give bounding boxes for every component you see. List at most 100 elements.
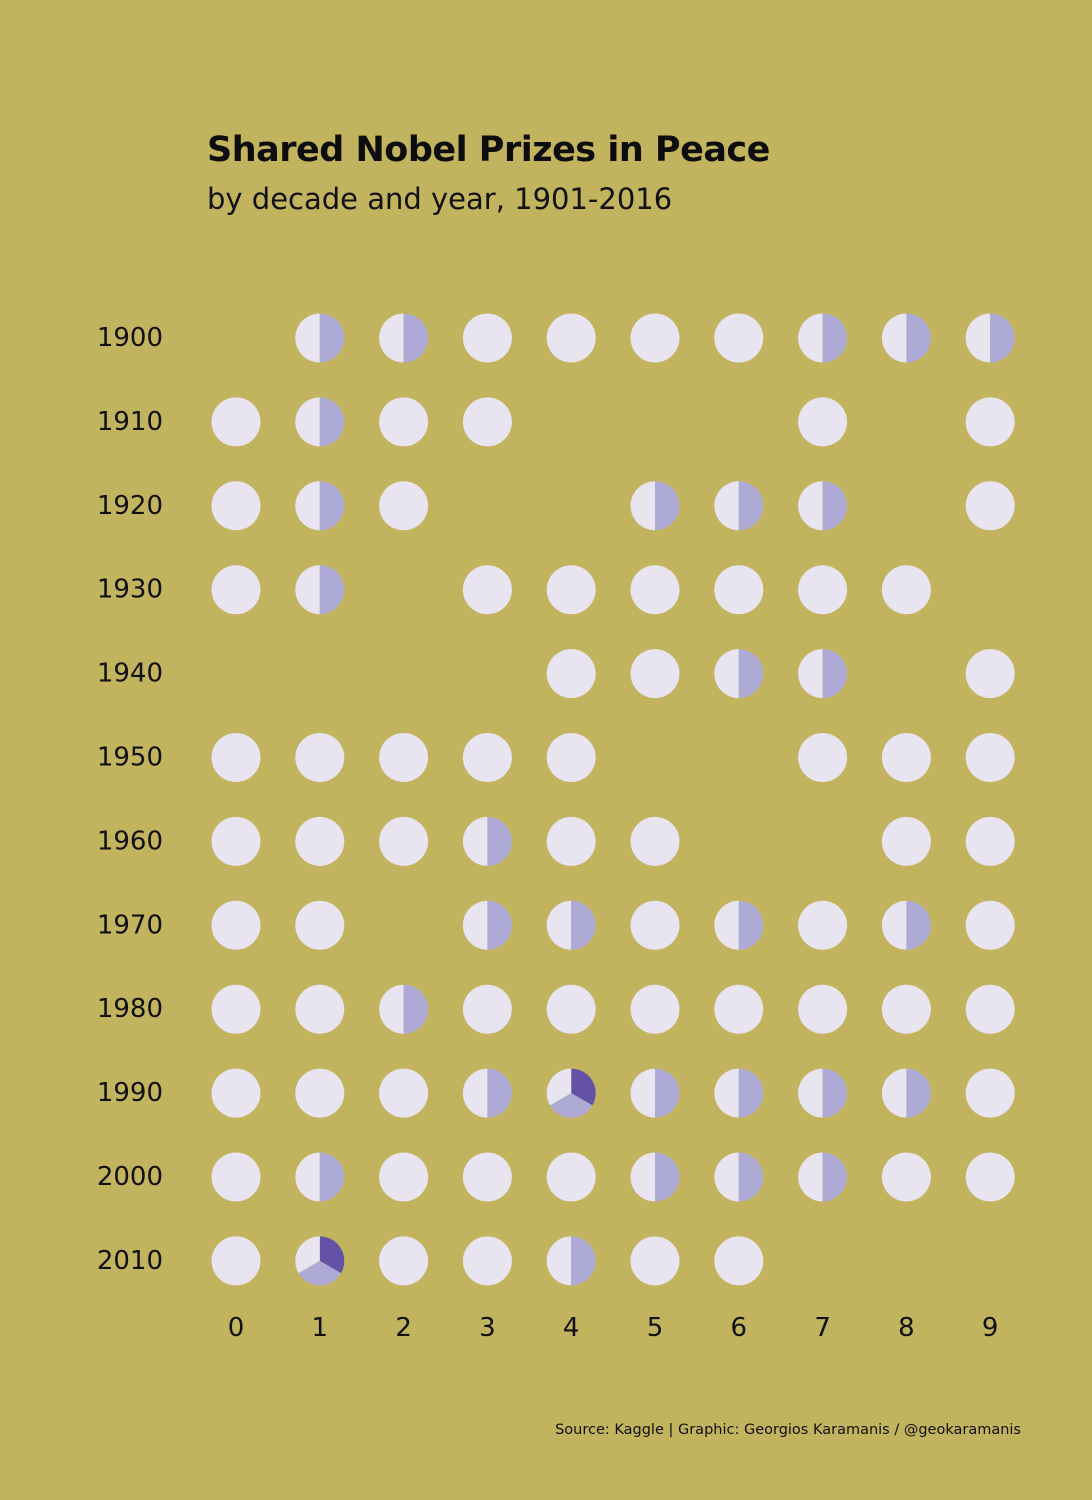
pie-slice [630, 900, 680, 950]
pie-slice [738, 900, 764, 950]
pie-slice [965, 1152, 1015, 1202]
decade-label: 1970 [97, 910, 163, 940]
pie-slice [379, 313, 404, 363]
decade-label: 1990 [97, 1078, 163, 1108]
pie-slice [319, 397, 345, 447]
prize-pie [211, 1236, 261, 1286]
prize-pie [965, 649, 1015, 699]
pie-slice [798, 565, 848, 615]
pie-slice [738, 481, 764, 531]
pie-slice [881, 816, 931, 866]
prize-pie [881, 900, 931, 950]
pie-slice [298, 1260, 342, 1286]
prize-pie [965, 900, 1015, 950]
prize-pie [965, 1068, 1015, 1118]
pie-slice [295, 984, 345, 1034]
pie-slice [630, 649, 680, 699]
pie-slice [655, 1068, 680, 1118]
prize-pie [714, 900, 764, 950]
pie-slice [295, 900, 345, 950]
prize-pie [379, 816, 429, 866]
prize-pie [714, 984, 764, 1034]
pie-slice [965, 397, 1015, 447]
prize-pie [630, 1068, 680, 1118]
pie-slice [798, 733, 848, 782]
prize-pie [211, 984, 261, 1034]
year-label: 6 [731, 1313, 748, 1343]
prize-pie [630, 1236, 680, 1286]
prize-pie [462, 1152, 512, 1202]
prize-pie [798, 565, 848, 615]
pie-slice [211, 397, 261, 447]
prize-pie [379, 1152, 429, 1202]
pie-slice [965, 816, 1015, 866]
pie-slice [714, 984, 764, 1034]
chart-title: Shared Nobel Prizes in Peace [207, 130, 770, 170]
pie-slice [546, 649, 596, 699]
decade-label: 1960 [97, 826, 163, 856]
prize-pie [379, 733, 429, 782]
prize-pie [965, 984, 1015, 1034]
prize-pie [379, 313, 429, 363]
source-caption: Source: Kaggle | Graphic: Georgios Karam… [555, 1422, 1021, 1438]
prize-pie [798, 649, 848, 699]
pie-slice [546, 1152, 596, 1202]
prize-pie [211, 1152, 261, 1202]
pie-slice [379, 1068, 429, 1118]
pie-slice [379, 1152, 429, 1202]
pie-slice [319, 565, 345, 615]
prize-pie [881, 816, 931, 866]
decade-label: 2010 [97, 1246, 163, 1276]
prize-pie [630, 984, 680, 1034]
prize-pie [379, 984, 429, 1034]
prize-pie [714, 1236, 764, 1286]
prize-pie [295, 1152, 345, 1202]
prize-pie [546, 1152, 596, 1202]
prize-pie [546, 984, 596, 1034]
pie-slice [462, 313, 512, 363]
prize-pie [211, 397, 261, 447]
pie-slice [798, 397, 848, 447]
prize-pie [965, 1152, 1015, 1202]
pie-slice [462, 1152, 512, 1202]
prize-pie [211, 1068, 261, 1118]
pie-slice [965, 984, 1015, 1034]
prize-pie [211, 816, 261, 866]
prize-pie [630, 313, 680, 363]
pie-slice [379, 481, 429, 531]
prize-pie [295, 397, 345, 447]
pie-slice [738, 649, 764, 699]
prize-pie [881, 565, 931, 615]
pie-slice [211, 733, 261, 782]
pie-slice [546, 313, 596, 363]
pie-slice [403, 313, 429, 363]
prize-pie [379, 397, 429, 447]
pie-slice [571, 900, 596, 950]
prize-pie [295, 481, 345, 531]
pie-slice [655, 481, 680, 531]
pie-slice [630, 1152, 655, 1202]
pie-slice [655, 1152, 680, 1202]
prize-pie [798, 313, 848, 363]
pie-slice [798, 649, 823, 699]
decade-label: 1980 [97, 994, 163, 1024]
decade-label: 1930 [97, 575, 163, 605]
prize-pie [881, 733, 931, 782]
pie-slice [462, 816, 488, 866]
decade-label: 1920 [97, 491, 163, 521]
year-label: 1 [312, 1313, 329, 1343]
prize-pie [965, 313, 1015, 363]
pie-slice [881, 313, 907, 363]
pie-slice [319, 1236, 345, 1274]
prize-pie [965, 816, 1015, 866]
pie-slice [295, 1068, 345, 1118]
prize-pie [462, 1236, 512, 1286]
pie-slice [990, 313, 1015, 363]
prize-pie [798, 1068, 848, 1118]
pie-slice [571, 1068, 596, 1106]
pie-slice [822, 1152, 848, 1202]
prize-pie [546, 900, 596, 950]
year-label: 8 [898, 1313, 915, 1343]
year-label: 4 [563, 1313, 580, 1343]
year-label: 0 [228, 1313, 245, 1343]
